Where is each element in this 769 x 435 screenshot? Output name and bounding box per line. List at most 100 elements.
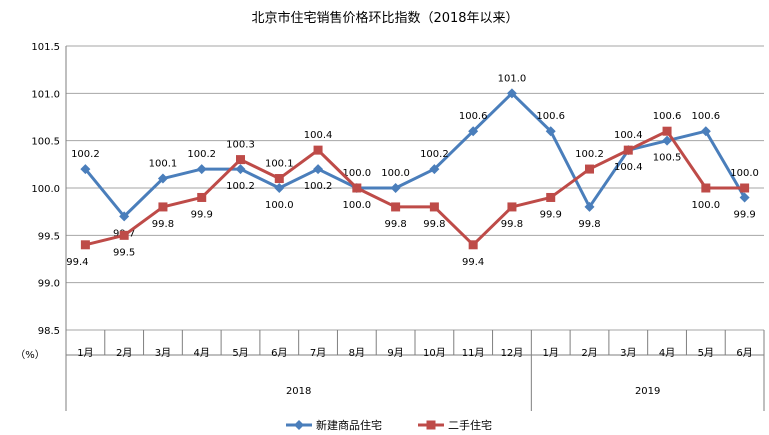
data-label: 100.0 xyxy=(692,200,721,211)
x-tick-label: 4月 xyxy=(659,347,675,359)
y-axis-unit-label: （%） xyxy=(15,349,45,361)
series-line-2 xyxy=(85,129,745,247)
data-point-marker xyxy=(236,155,245,165)
data-point-marker xyxy=(429,164,440,175)
data-label: 100.0 xyxy=(343,168,372,179)
data-point-marker xyxy=(80,164,91,175)
data-label: 100.2 xyxy=(187,149,216,160)
data-label: 100.0 xyxy=(265,200,294,211)
legend-marker xyxy=(294,420,304,430)
data-label: 100.0 xyxy=(381,168,410,179)
data-label: 101.0 xyxy=(498,73,527,84)
data-point-marker xyxy=(119,211,130,222)
data-point-marker xyxy=(235,164,246,175)
x-tick-label: 5月 xyxy=(232,347,248,359)
data-label: 100.4 xyxy=(304,130,333,141)
x-tick-label: 12月 xyxy=(501,347,524,359)
data-label: 99.8 xyxy=(384,219,406,230)
data-point-marker xyxy=(468,240,478,250)
data-label: 100.5 xyxy=(653,153,682,164)
data-label: 99.8 xyxy=(423,219,445,230)
data-label: 100.6 xyxy=(459,111,488,122)
data-label: 100.2 xyxy=(71,149,100,160)
x-tick-label: 7月 xyxy=(310,347,326,359)
data-point-marker xyxy=(700,126,711,137)
data-label: 99.9 xyxy=(540,209,562,220)
data-point-marker xyxy=(468,126,479,137)
data-point-marker xyxy=(313,164,324,175)
data-label: 99.8 xyxy=(578,219,600,230)
data-label: 100.6 xyxy=(692,111,721,122)
x-tick-label: 8月 xyxy=(349,347,365,359)
data-point-marker xyxy=(546,192,556,202)
data-label: 100.2 xyxy=(420,149,449,160)
y-tick-label: 101.0 xyxy=(31,89,60,100)
data-label: 100.6 xyxy=(653,111,682,122)
x-tick-label: 2月 xyxy=(581,347,597,359)
group-label: 2019 xyxy=(635,386,660,397)
legend-label-2: 二手住宅 xyxy=(448,418,492,432)
data-label: 99.9 xyxy=(733,209,755,220)
data-label: 99.4 xyxy=(66,257,88,268)
data-label: 100.6 xyxy=(536,111,565,122)
data-point-marker xyxy=(274,183,285,193)
data-label: 100.0 xyxy=(343,200,372,211)
x-tick-label: 1月 xyxy=(543,347,559,359)
data-point-marker xyxy=(274,174,284,184)
data-point-marker xyxy=(429,202,439,212)
data-point-marker xyxy=(157,173,168,184)
data-point-marker xyxy=(585,164,594,174)
data-point-marker xyxy=(158,202,168,212)
x-tick-label: 5月 xyxy=(698,347,714,359)
x-tick-label: 6月 xyxy=(271,347,287,359)
x-tick-label: 10月 xyxy=(423,347,446,359)
y-tick-label: 99.0 xyxy=(38,279,60,290)
data-point-marker xyxy=(662,126,672,136)
group-label: 2018 xyxy=(286,386,311,397)
x-tick-label: 9月 xyxy=(387,347,403,359)
y-tick-label: 100.0 xyxy=(31,184,60,195)
y-tick-label: 101.5 xyxy=(31,42,60,53)
data-point-marker xyxy=(545,126,556,137)
data-point-marker xyxy=(739,192,750,203)
data-label: 100.0 xyxy=(730,168,759,179)
data-label: 100.4 xyxy=(614,130,643,141)
data-point-marker xyxy=(623,145,633,155)
x-tick-label: 1月 xyxy=(77,347,93,359)
data-point-marker xyxy=(662,135,673,146)
data-label: 100.4 xyxy=(614,162,643,173)
data-point-marker xyxy=(313,145,323,155)
data-point-marker xyxy=(701,183,711,193)
x-tick-label: 6月 xyxy=(736,347,752,359)
data-point-marker xyxy=(740,183,750,193)
data-point-marker xyxy=(391,202,401,212)
data-point-marker xyxy=(390,183,401,193)
data-label: 100.1 xyxy=(149,159,178,170)
data-label: 100.3 xyxy=(226,140,255,151)
data-point-marker xyxy=(80,240,90,250)
data-point-marker xyxy=(507,202,517,212)
data-label: 100.2 xyxy=(304,181,333,192)
data-label: 99.5 xyxy=(113,247,135,258)
series-line-1 xyxy=(84,91,746,218)
data-label: 99.8 xyxy=(152,219,174,230)
y-tick-label: 98.5 xyxy=(38,326,60,337)
data-point-marker xyxy=(197,192,207,202)
x-tick-label: 2月 xyxy=(116,347,132,359)
data-point-marker xyxy=(119,230,129,240)
data-label: 99.4 xyxy=(462,257,484,268)
legend-label-1: 新建商品住宅 xyxy=(316,418,382,432)
y-tick-label: 100.5 xyxy=(31,137,60,148)
x-tick-label: 4月 xyxy=(194,347,210,359)
data-label: 100.2 xyxy=(226,181,255,192)
data-label: 99.9 xyxy=(191,209,213,220)
chart-title: 北京市住宅销售价格环比指数（2018年以来） xyxy=(251,10,518,26)
data-point-marker xyxy=(584,201,595,212)
data-label: 99.8 xyxy=(501,219,523,230)
y-tick-label: 99.5 xyxy=(38,231,60,242)
data-point-marker xyxy=(196,164,207,175)
x-tick-label: 3月 xyxy=(155,347,171,359)
x-tick-label: 3月 xyxy=(620,347,636,359)
